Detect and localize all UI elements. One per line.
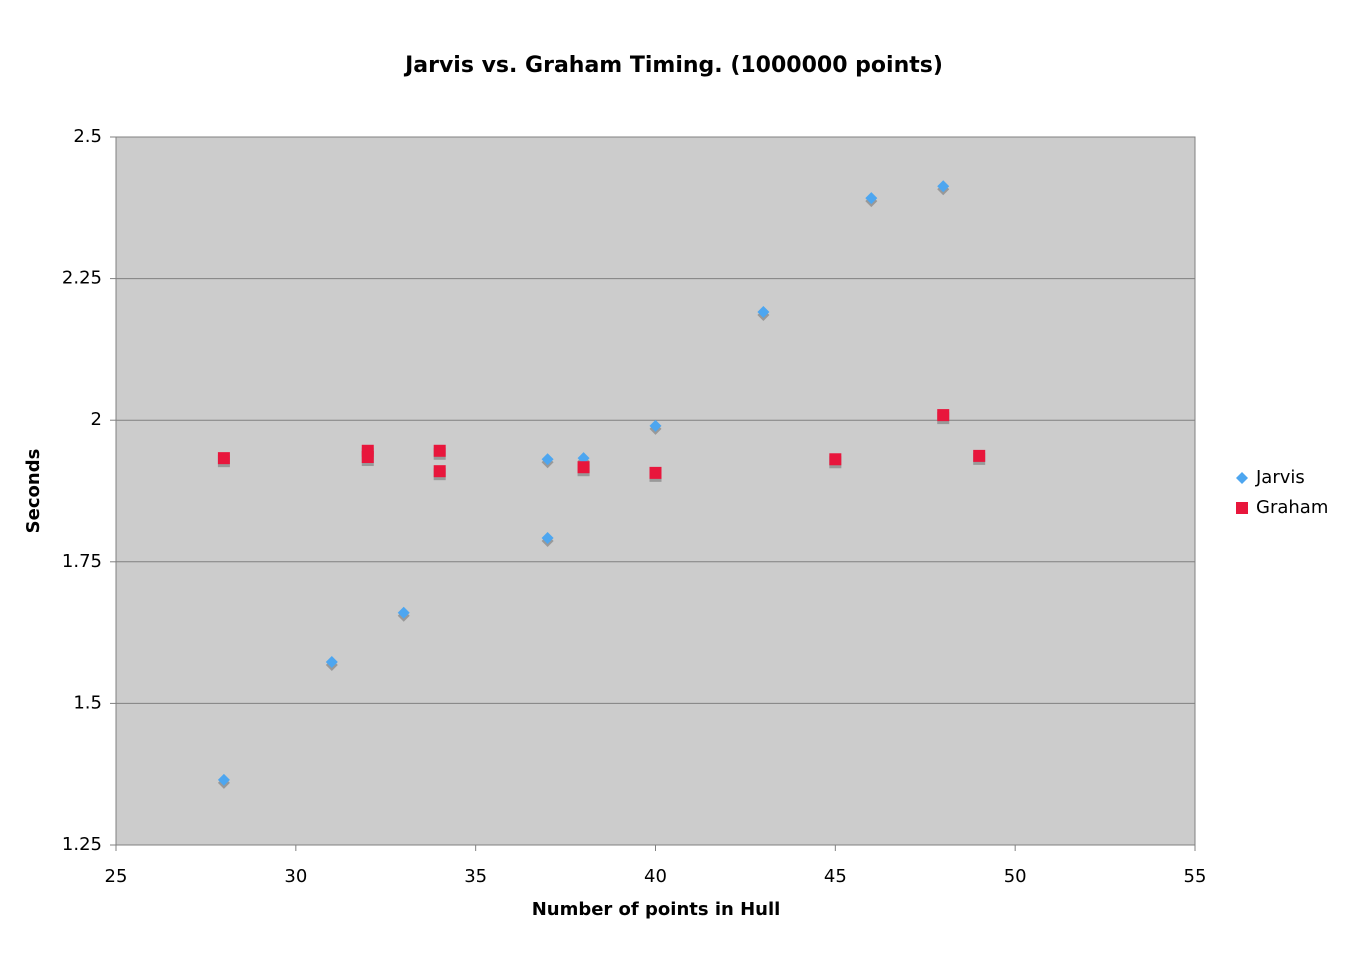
y-tick-label: 1.5 — [73, 692, 102, 713]
y-tick-label: 1.25 — [62, 834, 102, 855]
y-tick-label: 2.25 — [62, 268, 102, 289]
point — [217, 773, 230, 786]
point — [757, 306, 770, 319]
x-tick-label: 45 — [824, 866, 847, 887]
point — [577, 461, 590, 474]
y-tick-label: 2 — [91, 409, 102, 430]
y-axis-label: Seconds — [23, 449, 44, 534]
x-tick-label: 40 — [644, 866, 667, 887]
legend-marker — [1236, 502, 1248, 514]
point — [865, 192, 878, 205]
point — [649, 419, 662, 432]
point — [325, 656, 338, 669]
x-tick-label: 25 — [105, 866, 128, 887]
point — [829, 453, 842, 466]
point — [541, 453, 554, 466]
point — [541, 532, 554, 545]
point — [973, 449, 986, 462]
point — [937, 180, 950, 193]
x-tick-label: 50 — [1004, 866, 1027, 887]
y-tick-label: 1.75 — [62, 551, 102, 572]
point — [361, 451, 374, 464]
point — [433, 465, 446, 478]
point — [649, 466, 662, 479]
point — [433, 444, 446, 457]
x-tick-label: 35 — [464, 866, 487, 887]
point — [217, 452, 230, 465]
legend-marker — [1236, 472, 1248, 484]
point — [937, 409, 950, 422]
point — [577, 452, 590, 465]
plot-area — [115, 136, 1196, 846]
point — [397, 606, 410, 619]
x-tick-label: 55 — [1184, 866, 1207, 887]
y-tick-label: 2.5 — [73, 126, 102, 147]
x-tick-label: 30 — [284, 866, 307, 887]
x-axis-label: Number of points in Hull — [532, 899, 781, 920]
legend-label: Jarvis — [1255, 467, 1305, 488]
chart-title: Jarvis vs. Graham Timing. (1000000 point… — [403, 53, 943, 78]
legend-label: Graham — [1256, 497, 1328, 518]
